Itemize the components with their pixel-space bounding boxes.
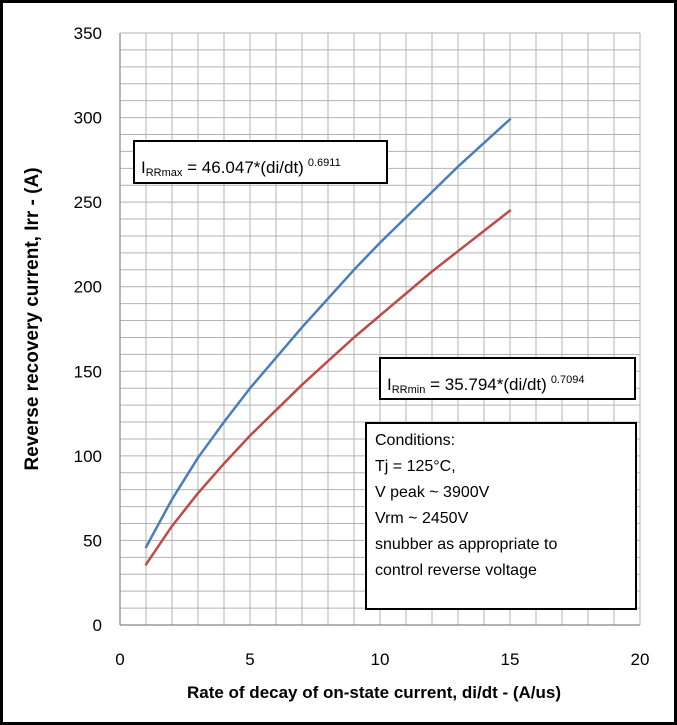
y-tick-label: 150	[74, 362, 102, 381]
conditions-box: Conditions: Tj = 125°C, V peak ~ 3900V V…	[365, 422, 637, 610]
axes	[119, 33, 640, 626]
y-tick-label: 250	[74, 193, 102, 212]
y-axis-title: Reverse recovery current, Irr - (A)	[22, 167, 43, 470]
x-tick-label: 0	[115, 650, 124, 669]
irrmin-series-line	[144, 209, 512, 566]
y-tick-label: 0	[93, 616, 102, 635]
irrmax-equation-box: IRRmax = 46.047*(di/dt) 0.6911	[133, 140, 388, 184]
y-tick-label: 300	[74, 109, 102, 128]
irrmax-formula: = 46.047*(di/dt)	[182, 158, 304, 177]
irrmax-exponent: 0.6911	[307, 157, 341, 169]
conditions-heading: Conditions:	[375, 432, 456, 449]
irrmin-base: I	[387, 375, 392, 394]
irrmax-subscript: RRmax	[145, 167, 183, 179]
irrmin-exponent: 0.7094	[550, 374, 585, 386]
condition-snubber: snubber as appropriate to	[375, 536, 558, 553]
x-tick-label: 5	[245, 650, 254, 669]
condition-snubber-cont: control reverse voltage	[375, 562, 537, 579]
irrmax-base: I	[141, 158, 146, 177]
condition-vpeak: V peak ~ 3900V	[375, 484, 490, 501]
x-tick-label: 10	[371, 650, 390, 669]
irrmin-formula: = 35.794*(di/dt)	[425, 375, 547, 394]
irrmin-subscript: RRmin	[391, 384, 426, 396]
x-tick-label: 20	[631, 650, 650, 669]
series-group	[144, 118, 512, 566]
y-tick-label: 50	[83, 531, 102, 550]
x-axis-title: Rate of decay of on-state current, di/dt…	[187, 683, 561, 702]
x-tick-label: 15	[501, 650, 520, 669]
irrmax-series-line	[144, 118, 512, 549]
y-tick-label: 350	[74, 24, 102, 43]
condition-tj: Tj = 125°C,	[375, 458, 456, 475]
irrmin-equation-box: IRRmin = 35.794*(di/dt) 0.7094	[379, 357, 636, 400]
condition-vrm: Vrm ~ 2450V	[375, 510, 469, 527]
y-tick-label: 200	[74, 278, 102, 297]
y-tick-label: 100	[74, 447, 102, 466]
